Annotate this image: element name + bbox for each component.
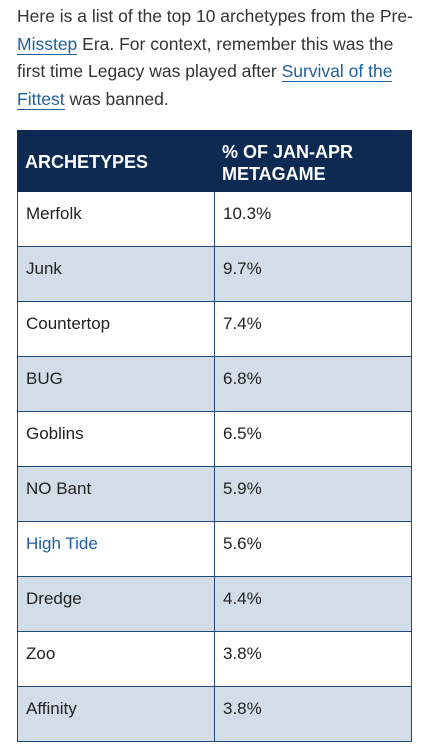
table-row: BUG 6.8% (17, 356, 412, 412)
percent-cell: 4.4% (214, 576, 412, 632)
intro-paragraph: Here is a list of the top 10 archetypes … (17, 3, 422, 113)
archetype-cell: High Tide (17, 521, 215, 577)
table-row: High Tide 5.6% (17, 521, 412, 577)
archetype-cell: Zoo (17, 631, 215, 687)
percent-cell: 6.5% (214, 411, 412, 467)
table-row: Merfolk 10.3% (17, 191, 412, 247)
percent-cell: 7.4% (214, 301, 412, 357)
misstep-link[interactable]: Misstep (17, 33, 78, 55)
table-row: Dredge 4.4% (17, 576, 412, 632)
archetype-cell: Affinity (17, 686, 215, 742)
survival-of-the-fittest-link[interactable]: Survival of the Fittest (17, 61, 393, 110)
percent-cell: 5.9% (214, 466, 412, 522)
archetype-cell: Dredge (17, 576, 215, 632)
percent-cell: 3.8% (214, 686, 412, 742)
intro-text-1: Here is a list of the top 10 archetypes … (17, 6, 413, 26)
table-row: Junk 9.7% (17, 246, 412, 302)
archetype-cell: Goblins (17, 411, 215, 467)
table-row: Goblins 6.5% (17, 411, 412, 467)
table-header-row: ARCHETYPES % OF JAN-APR METAGAME (17, 130, 412, 192)
archetype-cell: Countertop (17, 301, 215, 357)
percent-cell: 6.8% (214, 356, 412, 412)
header-metagame-percent: % OF JAN-APR METAGAME (214, 130, 412, 192)
table-row: Countertop 7.4% (17, 301, 412, 357)
percent-cell: 5.6% (214, 521, 412, 577)
header-archetypes: ARCHETYPES (17, 130, 215, 192)
table-row: NO Bant 5.9% (17, 466, 412, 522)
table-row: Zoo 3.8% (17, 631, 412, 687)
archetype-cell: Merfolk (17, 191, 215, 247)
archetype-cell: BUG (17, 356, 215, 412)
archetype-cell: NO Bant (17, 466, 215, 522)
archetype-table-container: ARCHETYPES % OF JAN-APR METAGAME Merfolk… (17, 130, 412, 742)
archetype-cell: Junk (17, 246, 215, 302)
intro-text-3: was banned. (64, 88, 169, 109)
archetype-table: ARCHETYPES % OF JAN-APR METAGAME Merfolk… (17, 130, 412, 742)
intro-text-2: Era. For context, remember this was the … (17, 33, 394, 82)
percent-cell: 9.7% (214, 246, 412, 302)
percent-cell: 3.8% (214, 631, 412, 687)
percent-cell: 10.3% (214, 191, 412, 247)
high-tide-link[interactable]: High Tide (26, 534, 98, 553)
table-row: Affinity 3.8% (17, 686, 412, 742)
